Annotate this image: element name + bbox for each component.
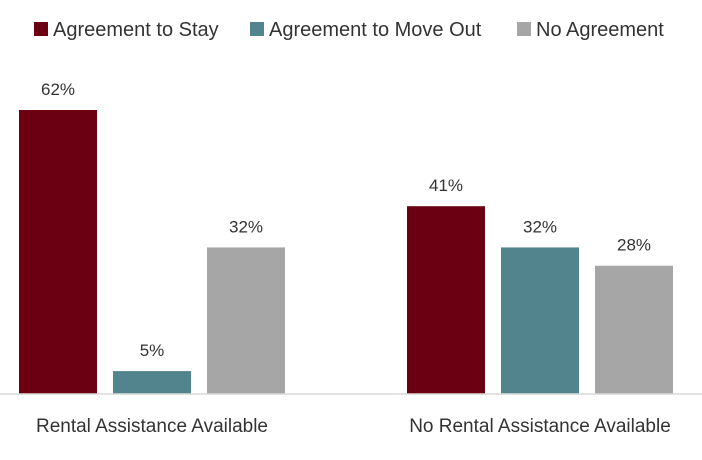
bars bbox=[19, 110, 673, 394]
category-label-rental-assistance-available: Rental Assistance Available bbox=[36, 416, 268, 437]
bar-agreement-to-move-out-rental-assistance-available bbox=[113, 371, 191, 394]
bar-agreement-to-stay-rental-assistance-available bbox=[19, 110, 97, 394]
category-label-no-rental-assistance-available: No Rental Assistance Available bbox=[409, 416, 671, 437]
data-label-no-agreement-no-rental-assistance-available: 28% bbox=[617, 236, 651, 255]
data-label-agreement-to-move-out-rental-assistance-available: 5% bbox=[140, 341, 165, 360]
legend-label-no-agreement: No Agreement bbox=[536, 19, 664, 41]
legend-swatch-agreement-to-stay bbox=[34, 22, 48, 36]
bar-no-agreement-no-rental-assistance-available bbox=[595, 265, 673, 394]
legend-label-agreement-to-stay: Agreement to Stay bbox=[53, 19, 219, 41]
legend-swatch-agreement-to-move-out bbox=[250, 22, 264, 36]
bar-agreement-to-move-out-no-rental-assistance-available bbox=[501, 247, 579, 394]
bar-no-agreement-rental-assistance-available bbox=[207, 247, 285, 394]
legend: Agreement to Stay Agreement to Move Out No… bbox=[34, 19, 664, 41]
legend-swatch-no-agreement bbox=[517, 22, 531, 36]
data-label-no-agreement-rental-assistance-available: 32% bbox=[229, 217, 263, 236]
data-label-agreement-to-stay-rental-assistance-available: 62% bbox=[41, 80, 75, 99]
data-labels: 62% 5% 32% 41% 32% 28% bbox=[41, 80, 651, 360]
legend-label-agreement-to-move-out: Agreement to Move Out bbox=[269, 19, 482, 41]
data-label-agreement-to-move-out-no-rental-assistance-available: 32% bbox=[523, 217, 557, 236]
bar-agreement-to-stay-no-rental-assistance-available bbox=[407, 206, 485, 394]
data-label-agreement-to-stay-no-rental-assistance-available: 41% bbox=[429, 176, 463, 195]
category-labels: Rental Assistance Available No Rental Ass… bbox=[36, 416, 671, 437]
